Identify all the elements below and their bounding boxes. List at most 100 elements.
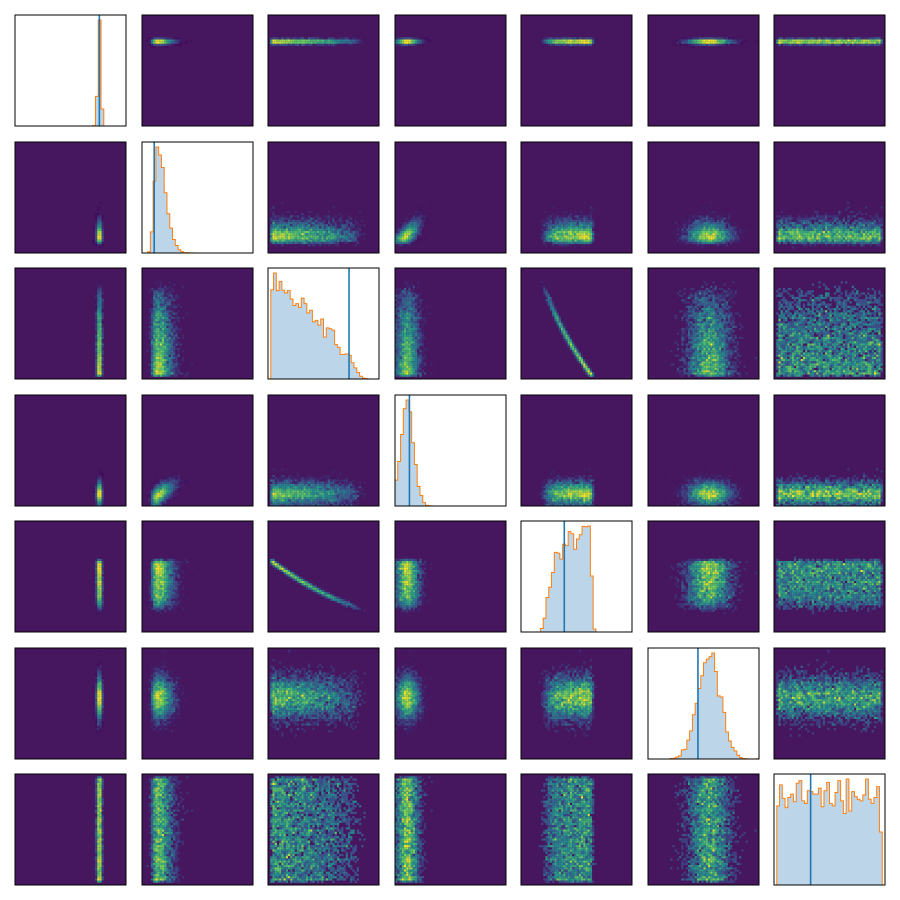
heatmap-cell (292, 231, 294, 233)
heatmap-cell (699, 301, 701, 303)
heatmap-cell (171, 37, 173, 39)
heatmap-cell (712, 37, 714, 39)
heatmap-cell (99, 310, 101, 312)
heatmap-cell (415, 326, 417, 328)
heatmap-cell (832, 237, 834, 239)
heatmap-cell (328, 233, 330, 235)
heatmap-cell (715, 372, 717, 374)
heatmap-cell (878, 222, 880, 224)
heatmap-cell (579, 211, 581, 213)
heatmap-cell (545, 290, 547, 292)
heatmap-cell (692, 242, 694, 244)
heatmap-cell (585, 368, 587, 370)
heatmap-cell (162, 328, 164, 330)
heatmap-cell (406, 317, 408, 319)
heatmap-cell (408, 231, 410, 233)
heatmap-cell (781, 233, 783, 235)
heatmap-cell (317, 222, 319, 224)
heatmap-cell (723, 346, 725, 348)
heatmap-cell (876, 44, 878, 46)
heatmap-cell (406, 337, 408, 339)
heatmap-cell (417, 359, 419, 361)
heatmap-cell (93, 348, 95, 350)
heatmap-cell (99, 357, 101, 359)
heatmap-cell (701, 363, 703, 365)
heatmap-cell (796, 44, 798, 46)
heatmap-cell (399, 324, 401, 326)
heatmap-cell (699, 335, 701, 337)
heatmap-cell (827, 224, 829, 226)
panel-0-6 (774, 15, 885, 126)
heatmap-cell (695, 237, 697, 239)
heatmap-cell (411, 319, 413, 321)
heatmap-cell (874, 235, 876, 237)
heatmap-cell (299, 240, 301, 242)
heatmap-cell (411, 299, 413, 301)
heatmap-cell (301, 220, 303, 222)
heatmap-cell (708, 315, 710, 317)
heatmap-cell (695, 231, 697, 233)
heatmap-cell (399, 231, 401, 233)
heatmap-cell (277, 240, 279, 242)
heatmap-cell (583, 39, 585, 41)
heatmap-cell (286, 237, 288, 239)
heatmap-cell (563, 237, 565, 239)
heatmap-cell (186, 312, 188, 314)
heatmap-cell (719, 211, 721, 213)
heatmap-cell (155, 308, 157, 310)
heatmap-cell (306, 229, 308, 231)
heatmap-cell (701, 231, 703, 233)
heatmap-cell (317, 220, 319, 222)
heatmap-cell (803, 233, 805, 235)
heatmap-cell (397, 231, 399, 233)
heatmap-cell (158, 335, 160, 337)
heatmap-cell (706, 237, 708, 239)
heatmap-cell (343, 242, 345, 244)
heatmap-cell (153, 366, 155, 368)
heatmap-cell (545, 220, 547, 222)
heatmap-cell (787, 231, 789, 233)
heatmap-cell (408, 341, 410, 343)
heatmap-cell (721, 244, 723, 246)
heatmap-cell (715, 42, 717, 44)
heatmap-cell (357, 226, 359, 228)
heatmap-cell (397, 324, 399, 326)
heatmap-cell (688, 39, 690, 41)
heatmap-cell (102, 292, 104, 294)
heatmap-cell (701, 226, 703, 228)
heatmap-cell (778, 39, 780, 41)
heatmap-cell (402, 233, 404, 235)
heatmap-cell (292, 44, 294, 46)
heatmap-cell (695, 366, 697, 368)
heatmap-cell (413, 332, 415, 334)
heatmap-cell (684, 37, 686, 39)
heatmap-cell (164, 290, 166, 292)
heatmap-cell (321, 240, 323, 242)
heatmap-cell (810, 229, 812, 231)
heatmap-cell (357, 240, 359, 242)
heatmap-cell (95, 332, 97, 334)
heatmap-cell (102, 237, 104, 239)
heatmap-cell (565, 222, 567, 224)
heatmap-cell (865, 235, 867, 237)
heatmap-cell (697, 37, 699, 39)
heatmap-cell (863, 240, 865, 242)
heatmap-cell (697, 355, 699, 357)
heatmap-cell (701, 310, 703, 312)
heatmap-cell (688, 297, 690, 299)
heatmap-cell (838, 222, 840, 224)
heatmap-cell (155, 310, 157, 312)
heatmap-cell (701, 224, 703, 226)
heatmap-cell (574, 237, 576, 239)
heatmap-cell (545, 42, 547, 44)
heatmap-cell (588, 244, 590, 246)
heatmap-cell (692, 220, 694, 222)
heatmap-cell (701, 217, 703, 219)
heatmap-cell (422, 363, 424, 365)
heatmap-cell (277, 237, 279, 239)
heatmap-cell (781, 217, 783, 219)
heatmap-cell (715, 335, 717, 337)
heatmap-cell (397, 44, 399, 46)
heatmap-cell (397, 355, 399, 357)
heatmap-cell (677, 370, 679, 372)
